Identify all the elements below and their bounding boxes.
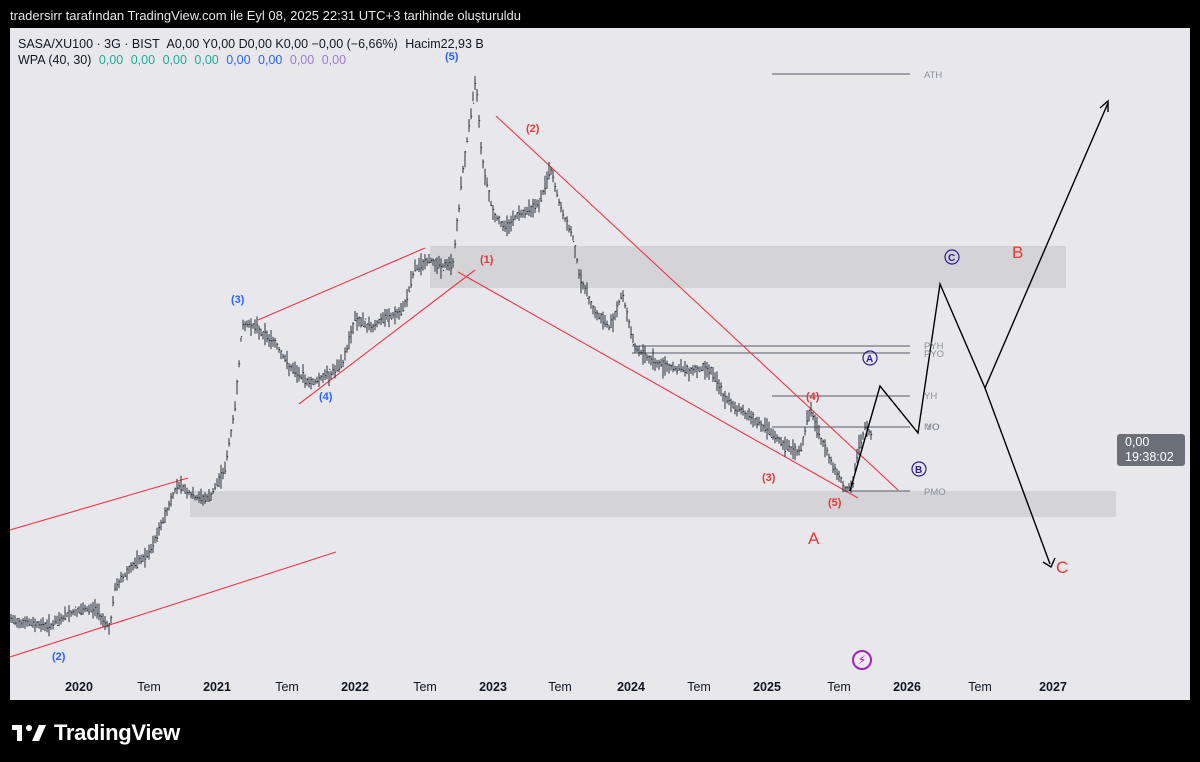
wave-red-5: (5) — [828, 497, 842, 509]
indicator-value: 0,00 — [258, 53, 283, 67]
indicator-value: 0,00 — [130, 53, 156, 67]
legend-symbol-row[interactable]: SASA/XU100 · 3G · BIST A0,00 Y0,00 D0,00… — [18, 36, 488, 52]
arrow-down-head — [1042, 557, 1056, 569]
wave-red-3: (3) — [762, 472, 776, 484]
indicator-value: 0,00 — [98, 53, 124, 67]
svg-text:C: C — [948, 253, 955, 264]
price-candles — [10, 75, 873, 637]
wave-blue-2: (2) — [52, 651, 66, 663]
price-badge-value: 0,00 — [1125, 435, 1150, 449]
level-label-pyo: PYO — [924, 349, 944, 360]
footer-logo: TradingView — [12, 718, 180, 748]
lightning-icon[interactable]: ⚡ — [852, 650, 872, 670]
arrow-up-head — [1099, 99, 1109, 112]
channel-2021-upper — [257, 247, 426, 321]
level-labels: ATH PYH PYO YH MO YO PMO — [924, 70, 946, 498]
wave-blue-3: (3) — [231, 294, 245, 306]
indicator-value: 0,00 — [226, 53, 251, 67]
channel-2023-lower — [457, 271, 859, 499]
big-wave-a: A — [808, 529, 820, 548]
legend-indicator-row[interactable]: WPA (40, 30) 0,00 0,00 0,00 0,00 0,00 0,… — [18, 52, 350, 68]
price-badge[interactable]: 0,00 19:38:02 — [1117, 434, 1185, 466]
level-label-pyh: PYH — [924, 341, 944, 352]
time-axis-label: 2020 — [65, 680, 93, 694]
wave-blue-4: (4) — [319, 391, 333, 403]
legend-volume-value: 22,93 B — [440, 37, 484, 51]
time-axis-label: Tem — [687, 680, 711, 694]
wave-red-4: (4) — [806, 391, 820, 403]
chart-canvas[interactable]: ATH PYH PYO YH MO YO PMO (2) (3) (4) (5)… — [10, 28, 1190, 700]
channel-2020-lower — [10, 551, 337, 658]
time-axis-label: 2022 — [341, 680, 369, 694]
svg-text:B: B — [915, 465, 922, 476]
indicator-value: 0,00 — [194, 53, 219, 67]
level-label-mo: MO — [924, 422, 939, 433]
trend-lines — [10, 115, 899, 658]
tradingview-logo-icon — [12, 725, 46, 741]
chart-area[interactable]: ATH PYH PYO YH MO YO PMO (2) (3) (4) (5)… — [10, 28, 1190, 700]
time-axis-label: Tem — [275, 680, 299, 694]
chart-caption: tradersirr tarafından TradingView.com il… — [10, 8, 522, 23]
channel-2021-lower — [298, 269, 476, 405]
circled-wave-labels: A B C — [862, 249, 960, 477]
upper-zone — [430, 246, 1066, 288]
big-wave-c: C — [1056, 558, 1068, 577]
blue-wave-labels: (2) (3) (4) (5) — [52, 51, 459, 663]
channel-2023-upper — [495, 115, 899, 491]
time-axis-label: Tem — [827, 680, 851, 694]
legend-indicator[interactable]: WPA (40, 30) — [18, 53, 92, 67]
time-axis-label: 2024 — [617, 680, 645, 694]
price-badge-countdown: 19:38:02 — [1125, 450, 1174, 464]
big-wave-labels: A B C — [808, 243, 1068, 577]
level-label-ath: ATH — [924, 70, 942, 81]
circle-wave-c — [944, 249, 960, 265]
legend-ohlc: A0,00 Y0,00 D0,00 K0,00 −0,00 (−6,66%) — [166, 37, 398, 51]
indicator-value: 0,00 — [162, 53, 187, 67]
wave-blue-5: (5) — [445, 51, 459, 63]
indicator-value: 0,00 — [289, 53, 315, 67]
level-lines — [632, 73, 910, 492]
legend-symbol[interactable]: SASA/XU100 · 3G · BIST — [18, 37, 160, 51]
indicator-value: 0,00 — [321, 53, 347, 67]
svg-text:A: A — [866, 354, 873, 365]
circle-wave-b — [911, 461, 927, 477]
projection-path-down — [984, 387, 1051, 565]
lower-zone — [190, 491, 1116, 517]
legend-volume-label: Hacim — [405, 37, 441, 51]
time-axis-label: 2021 — [203, 680, 231, 694]
time-axis-label: 2027 — [1039, 680, 1067, 694]
footer-brand: TradingView — [54, 720, 180, 745]
time-axis-label: 2025 — [753, 680, 781, 694]
time-axis-label: Tem — [137, 680, 161, 694]
wave-red-2: (2) — [526, 123, 540, 135]
wave-red-1: (1) — [480, 254, 494, 266]
time-axis-label: Tem — [548, 680, 572, 694]
projection-path — [849, 102, 1109, 492]
big-wave-b: B — [1012, 243, 1023, 262]
level-label-pmo: PMO — [924, 487, 946, 498]
level-label-yo: YO — [926, 422, 940, 433]
circle-wave-a — [862, 350, 878, 366]
time-axis-label: 2023 — [479, 680, 507, 694]
time-axis-label: Tem — [413, 680, 437, 694]
red-wave-labels: (1) (2) (3) (4) (5) — [480, 123, 842, 509]
level-label-yh: YH — [924, 391, 937, 402]
channel-2020-upper — [10, 477, 189, 531]
time-axis-label: Tem — [968, 680, 992, 694]
time-axis-label: 2026 — [893, 680, 921, 694]
